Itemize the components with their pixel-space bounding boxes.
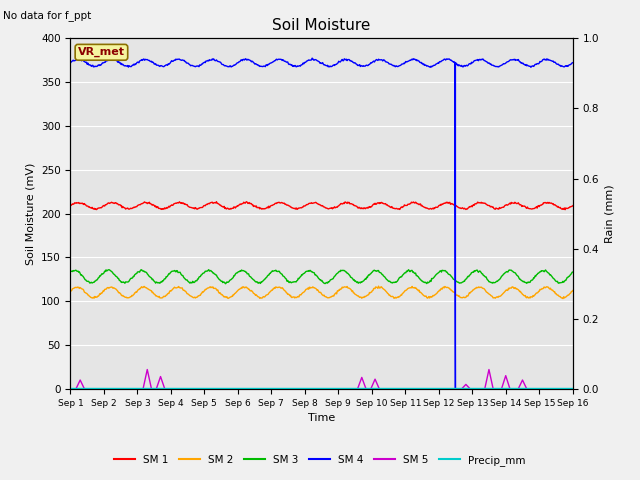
X-axis label: Time: Time <box>308 413 335 423</box>
Y-axis label: Soil Moisture (mV): Soil Moisture (mV) <box>26 162 35 265</box>
Y-axis label: Rain (mm): Rain (mm) <box>605 184 614 243</box>
Text: No data for f_ppt: No data for f_ppt <box>3 10 92 21</box>
Text: VR_met: VR_met <box>78 47 125 58</box>
Legend: SM 1, SM 2, SM 3, SM 4, SM 5, Precip_mm: SM 1, SM 2, SM 3, SM 4, SM 5, Precip_mm <box>110 451 530 470</box>
Title: Soil Moisture: Soil Moisture <box>273 18 371 33</box>
